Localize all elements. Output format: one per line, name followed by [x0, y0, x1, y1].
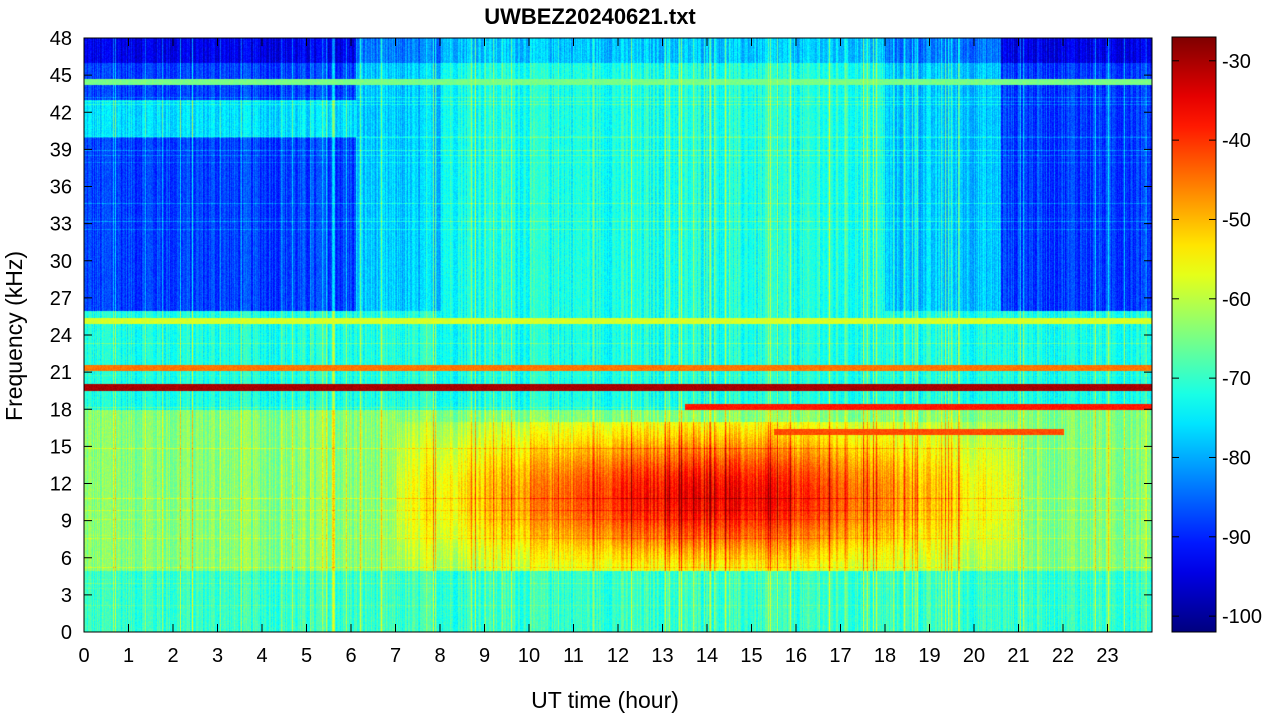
y-tick-label: 15 [50, 436, 72, 458]
x-tick-label: 19 [918, 645, 940, 667]
colorbar-tick-label: -50 [1222, 209, 1251, 231]
y-tick-label: 45 [50, 65, 72, 87]
x-tick-label: 7 [390, 645, 401, 667]
y-tick-label: 9 [61, 511, 72, 533]
colorbar-tick-label: -90 [1222, 527, 1251, 549]
x-tick-label: 12 [607, 645, 629, 667]
x-tick-label: 17 [829, 645, 851, 667]
y-tick-label: 30 [50, 251, 72, 273]
x-tick-label: 15 [740, 645, 762, 667]
x-tick-label: 5 [301, 645, 312, 667]
chart-title: UWBEZ20240621.txt [484, 4, 696, 29]
y-tick-label: 33 [50, 214, 72, 236]
colorbar-tick-label: -40 [1222, 130, 1251, 152]
y-axis-label: Frequency (kHz) [1, 251, 27, 421]
spectrogram-plot-area [84, 38, 1152, 632]
y-tick-label: 21 [50, 362, 72, 384]
x-tick-label: 6 [345, 645, 356, 667]
x-tick-label: 11 [563, 645, 584, 667]
x-tick-label: 1 [123, 645, 134, 667]
x-tick-label: 22 [1052, 645, 1074, 667]
spectrogram-heatmap [84, 38, 1152, 632]
x-axis: 0 1 2 3 4 5 6 7 8 9 10 11 12 13 14 15 16 17 18 19 20 21 22 23 [78, 38, 1119, 667]
x-tick-label: 8 [434, 645, 445, 667]
y-tick-label: 39 [50, 139, 72, 161]
y-tick-label: 12 [50, 474, 72, 496]
colorbar-tick-label: -70 [1222, 368, 1251, 390]
x-tick-label: 2 [167, 645, 178, 667]
y-tick-label: 42 [50, 102, 72, 124]
y-tick-label: 27 [50, 288, 72, 310]
x-tick-label: 16 [785, 645, 807, 667]
y-tick-label: 6 [61, 548, 72, 570]
y-tick-label: 24 [50, 325, 72, 347]
colorbar-tick-label: -30 [1222, 51, 1251, 73]
x-tick-label: 4 [256, 645, 267, 667]
colorbar-tick-label: -80 [1222, 447, 1251, 469]
y-tick-label: 48 [50, 28, 72, 50]
x-tick-label: 23 [1096, 645, 1118, 667]
x-tick-label: 9 [479, 645, 490, 667]
colorbar-tick-label: -100 [1222, 606, 1262, 628]
x-tick-label: 13 [651, 645, 673, 667]
x-tick-label: 10 [518, 645, 540, 667]
x-axis-label: UT time (hour) [531, 687, 679, 713]
x-tick-label: 21 [1007, 645, 1029, 667]
x-tick-label: 0 [78, 645, 89, 667]
x-tick-label: 14 [696, 645, 718, 667]
colorbar [1171, 36, 1217, 633]
y-tick-label: 0 [61, 622, 72, 644]
x-tick-label: 20 [963, 645, 985, 667]
colorbar-tick-label: -60 [1222, 289, 1251, 311]
y-tick-label: 36 [50, 177, 72, 199]
y-tick-label: 18 [50, 399, 72, 421]
x-tick-label: 3 [212, 645, 223, 667]
x-tick-label: 18 [874, 645, 896, 667]
colorbar-axis: -30 -40 -50 -60 -70 -80 -90 -100 [1172, 51, 1262, 628]
y-tick-label: 3 [61, 585, 72, 607]
